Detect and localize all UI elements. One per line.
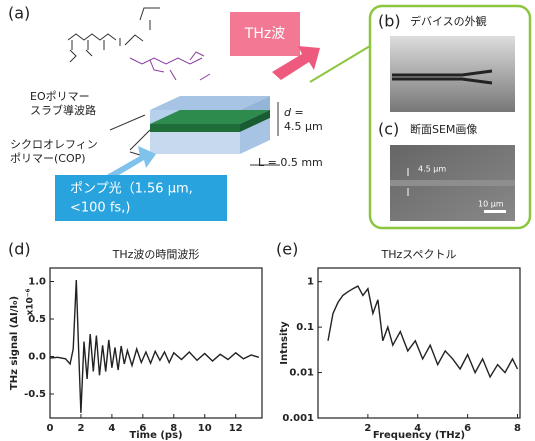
d-label: 4.5 μm xyxy=(284,120,323,133)
x-tick-label: 2 xyxy=(77,423,84,434)
y-tick-label: 1.0 xyxy=(28,277,46,288)
figure: (a) THz波 EOポリマー スラブ導波路 シクロオレフィン ポリマー(COP… xyxy=(0,0,535,441)
pump-label: ポンプ光（1.56 μm, xyxy=(70,182,193,197)
photo-caption: 断面SEM画像 xyxy=(410,122,477,136)
eo-label: スラブ導波路 xyxy=(30,103,96,117)
data-line xyxy=(328,286,518,377)
y-axis-label: THz signal (ΔI/I₀) xyxy=(9,296,20,390)
y-axis-label: Intnsity xyxy=(279,321,290,365)
data-line xyxy=(50,280,259,413)
y-tick-label: 0.001 xyxy=(282,413,314,424)
chart-title: THzスペクトル xyxy=(381,248,457,261)
x-tick-label: 12 xyxy=(229,423,243,434)
y-tick-label: 0.1 xyxy=(296,322,314,333)
x-tick-label: 4 xyxy=(108,423,115,434)
sem-layer xyxy=(390,180,515,186)
x-axis-label: Time (ps) xyxy=(129,430,182,441)
pump-label: <100 fs,) xyxy=(70,201,130,216)
panel-label: (a) xyxy=(8,4,30,23)
y-tick-label: 0.0 xyxy=(28,352,46,363)
plot-frame xyxy=(318,268,520,418)
eo-label: EOポリマー xyxy=(30,90,90,103)
y-tick-label: 1 xyxy=(307,277,314,288)
panel-label: (d) xyxy=(8,240,31,259)
x-tick-label: 2 xyxy=(364,423,371,434)
length-label: L = 0.5 mm xyxy=(258,156,323,169)
device xyxy=(105,96,280,178)
panel-label: (c) xyxy=(378,120,399,139)
panel-label: (e) xyxy=(276,240,298,259)
sem-thickness: 4.5 μm xyxy=(418,165,446,174)
x-tick-label: 8 xyxy=(514,423,521,434)
x-tick-label: 6 xyxy=(464,423,471,434)
scale-bar xyxy=(484,210,506,213)
photo-caption: デバイスの外観 xyxy=(410,14,487,28)
panel-label: (b) xyxy=(378,12,401,31)
x-tick-label: 10 xyxy=(198,423,212,434)
chart-title: THz波の時間波形 xyxy=(112,248,200,261)
y-tick-label: 0.01 xyxy=(289,368,314,379)
thz-label: THz波 xyxy=(244,26,285,42)
x-axis-label: Frequency (THz) xyxy=(373,430,465,441)
x-tick-label: 0 xyxy=(47,423,54,434)
d-label: d = xyxy=(284,106,304,119)
cop-label: ポリマー(COP) xyxy=(10,152,86,165)
molecule xyxy=(68,8,210,80)
scale-bar-label: 10 μm xyxy=(478,200,504,209)
y-scale-note: x10⁻⁶ xyxy=(26,288,36,315)
cop-label: シクロオレフィン xyxy=(10,138,98,151)
y-tick-label: -0.5 xyxy=(24,389,46,400)
